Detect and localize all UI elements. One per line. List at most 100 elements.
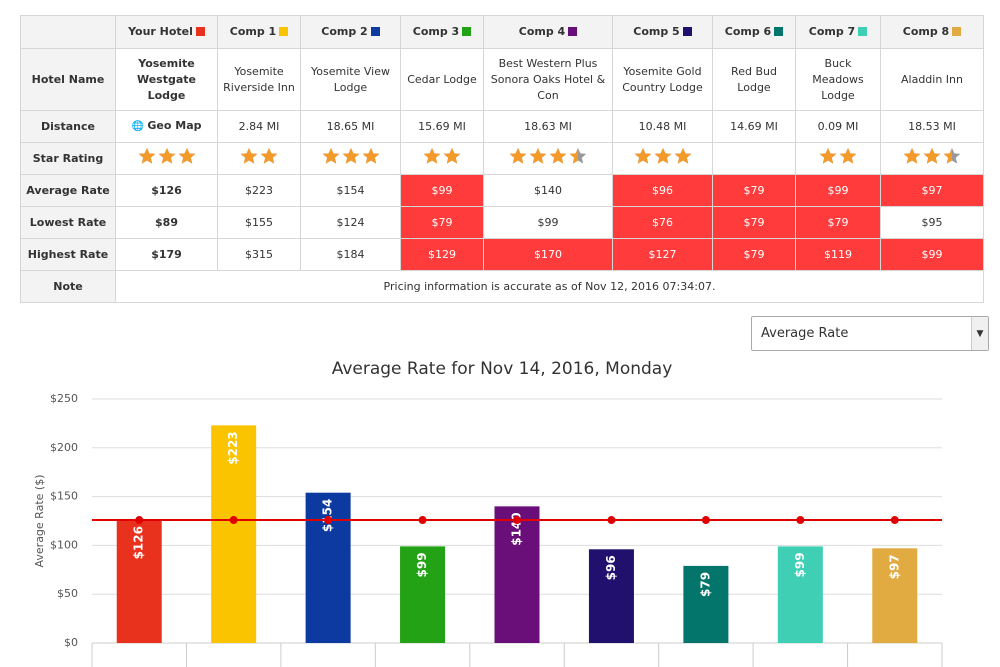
cell-text: $119	[824, 247, 852, 261]
cell-text: $97	[921, 183, 943, 197]
header-row: Your Hotel Comp 1 Comp 2 Comp 3 Comp 4 Comp 5…	[20, 15, 984, 49]
star-fill	[923, 148, 941, 164]
star-fill	[674, 148, 691, 164]
cell-text: $315	[245, 247, 273, 261]
table-row: Hotel Name Yosemite Westgate Lodge Yosemit…	[20, 48, 984, 111]
color-swatch	[774, 27, 784, 36]
color-swatch	[858, 27, 868, 36]
header-text: Comp 5	[633, 25, 680, 38]
header-cell: Comp 5	[612, 15, 713, 49]
table-cell	[300, 142, 401, 175]
table-cell: Best Western Plus Sonora Oaks Hotel & Co…	[483, 48, 613, 111]
cell-text: $79	[743, 247, 765, 261]
row-label: Distance	[20, 110, 116, 143]
table-cell: $79	[712, 174, 796, 207]
y-tick-label: $0	[64, 636, 78, 649]
color-swatch	[682, 27, 692, 36]
cell-text: $179	[151, 247, 182, 261]
bar-value-label: $79	[698, 572, 712, 597]
table-cell: 0.09 MI	[795, 110, 881, 143]
cell-text: 18.53 MI	[908, 119, 956, 133]
bar-value-label: $223	[226, 431, 240, 464]
star-fill	[362, 148, 379, 164]
star	[342, 148, 359, 164]
table-cell	[217, 142, 301, 175]
bar-value-label: $154	[321, 499, 335, 532]
star	[634, 148, 651, 164]
bar	[683, 565, 729, 643]
select-arrow[interactable]: ▼	[971, 317, 988, 350]
table-cell: 🌐 Geo Map	[115, 110, 218, 143]
table-row: Average Rate $126 $223 $154 $99 $140 $96 $79 $99…	[20, 174, 984, 207]
cell-text: $127	[648, 247, 677, 261]
star-fill	[322, 148, 339, 164]
cell-text: $124	[336, 215, 365, 229]
cell-text: $99	[537, 215, 559, 229]
row-label: Hotel Name	[20, 48, 116, 111]
table-cell	[612, 142, 713, 175]
cell-text: Geo Map	[147, 119, 202, 132]
table-cell: $154	[300, 174, 401, 207]
star-rating	[137, 148, 197, 168]
star	[674, 148, 691, 164]
globe-icon: 🌐	[131, 121, 148, 132]
star-rating	[508, 148, 588, 168]
header-cell: Comp 6	[712, 15, 796, 49]
star-fill	[240, 148, 258, 164]
cell-text: $95	[921, 215, 943, 229]
cell-text: 14.69 MI	[730, 119, 778, 133]
header-cell: Comp 8	[880, 15, 984, 49]
star-fill	[819, 148, 837, 164]
star-fill	[138, 148, 155, 164]
color-swatch	[370, 27, 380, 36]
star	[322, 148, 339, 164]
star	[923, 148, 941, 164]
table-cell: $99	[880, 238, 984, 271]
metric-select[interactable]: Average Rate ▼	[751, 316, 989, 351]
table-cell: Red Bud Lodge	[712, 48, 796, 111]
table-cell: $79	[400, 206, 484, 239]
comparison-table: Your Hotel Comp 1 Comp 2 Comp 3 Comp 4 Comp 5…	[20, 15, 984, 303]
header-text: Comp 3	[412, 25, 460, 38]
cell-text: Yosemite Gold Country Lodge	[622, 64, 703, 94]
table-cell: 18.65 MI	[300, 110, 401, 143]
table-cell: 15.69 MI	[400, 110, 484, 143]
bar	[494, 506, 540, 643]
reference-dot	[324, 516, 333, 525]
star-fill	[654, 148, 671, 164]
star	[138, 148, 155, 164]
star	[158, 148, 175, 164]
table-cell: $155	[217, 206, 301, 239]
stars	[903, 148, 961, 164]
star-fill	[423, 148, 441, 164]
cell-text: Yosemite Westgate Lodge	[136, 56, 197, 102]
bar-value-label: $97	[887, 554, 901, 579]
star-fill	[903, 148, 921, 164]
star	[509, 148, 527, 164]
header-text: Your Hotel	[128, 25, 193, 38]
star-fill	[260, 148, 278, 164]
cell-text: Cedar Lodge	[407, 72, 477, 86]
table-cell: $127	[612, 238, 713, 271]
table-cell: Buck Meadows Lodge	[795, 48, 881, 111]
cell-text: $154	[336, 183, 365, 197]
table-cell: Yosemite Westgate Lodge	[115, 48, 218, 111]
table-row: Lowest Rate $89 $155 $124 $79 $99 $76 $79 $79 $95	[20, 206, 984, 239]
star-fill	[529, 148, 547, 164]
color-swatch	[462, 27, 472, 36]
color-swatch	[568, 27, 578, 36]
table-cell: 2.84 MI	[217, 110, 301, 143]
table-cell	[483, 142, 613, 175]
header-text: Comp 7	[808, 25, 856, 38]
star-rating	[902, 148, 962, 168]
cell-text: $89	[155, 215, 178, 229]
row-label: Star Rating	[20, 142, 116, 175]
cell-text: 10.48 MI	[638, 119, 687, 133]
header-text: Comp 2	[321, 25, 368, 38]
y-tick-label: $250	[50, 392, 78, 405]
star-rating	[633, 148, 693, 168]
select-value: Average Rate	[761, 326, 849, 341]
star-rating	[818, 148, 858, 168]
cell-text: Buck Meadows Lodge	[812, 56, 864, 102]
star-rating	[239, 148, 279, 168]
